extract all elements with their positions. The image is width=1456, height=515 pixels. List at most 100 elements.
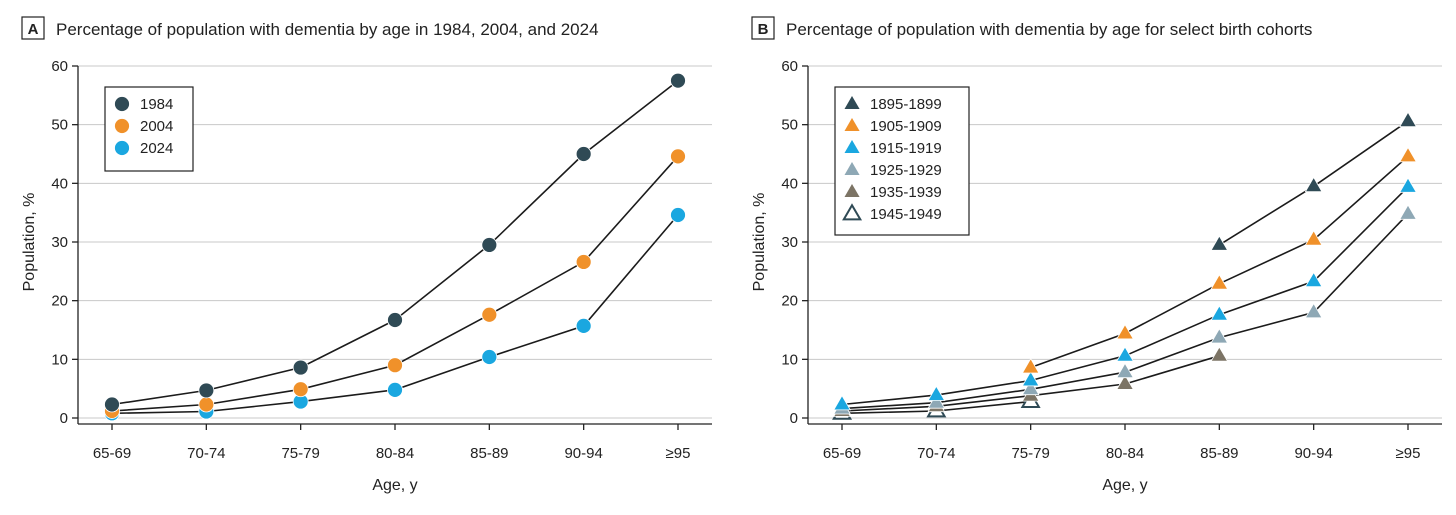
data-point — [1021, 370, 1040, 387]
y-axis-label: Population, % — [21, 193, 38, 292]
data-point — [670, 148, 686, 165]
legend-marker — [843, 182, 861, 198]
x-tick-label: 70-74 — [187, 445, 225, 462]
chart-panel-b: B Percentage of population with dementia … — [751, 16, 1442, 494]
legend-label: 2024 — [140, 140, 173, 157]
chart-title: Percentage of population with dementia b… — [786, 20, 1312, 39]
legend-marker — [843, 138, 861, 154]
panel-letter-box — [21, 16, 45, 40]
legend-label: 1895-1899 — [870, 96, 942, 113]
panel-letter: A — [28, 21, 39, 38]
x-axis-label: Age, y — [372, 477, 417, 494]
legend-marker — [842, 203, 863, 221]
panel-letter-box — [751, 16, 775, 40]
x-tick-label: 75-79 — [1011, 445, 1049, 462]
data-point — [1399, 204, 1417, 220]
data-point — [927, 385, 946, 401]
data-point — [292, 381, 309, 398]
series-markers-1915-1919 — [833, 177, 1417, 411]
series-markers-1984 — [104, 72, 686, 413]
data-point — [1399, 177, 1417, 193]
y-tick-label: 20 — [51, 293, 68, 310]
y-tick-label: 60 — [781, 58, 798, 75]
data-point — [1210, 346, 1229, 362]
legend-marker — [114, 118, 130, 134]
data-point — [387, 312, 403, 328]
data-point — [1116, 362, 1134, 379]
y-tick-label: 10 — [781, 351, 798, 368]
data-point — [1210, 235, 1229, 251]
x-tick-label: ≥95 — [666, 445, 691, 462]
data-point — [575, 146, 592, 162]
data-point — [1210, 328, 1229, 344]
data-point — [1210, 305, 1229, 321]
data-point — [670, 72, 686, 89]
series-markers-1905-1909 — [1021, 146, 1417, 374]
y-tick-label: 40 — [51, 175, 68, 192]
data-point — [670, 207, 686, 223]
y-tick-label: 40 — [781, 175, 798, 192]
data-point — [198, 382, 215, 399]
chart-title: Percentage of population with dementia b… — [56, 20, 599, 39]
data-point — [104, 396, 120, 413]
data-point — [387, 381, 403, 398]
chart-panel-a: A Percentage of population with dementia … — [21, 16, 712, 494]
x-tick-label: 85-89 — [1200, 445, 1238, 462]
x-tick-label: 90-94 — [1294, 445, 1332, 462]
legend: 1984 2004 2024 — [104, 86, 194, 172]
x-tick-label: 90-94 — [564, 445, 602, 462]
data-point — [481, 306, 498, 323]
y-tick-label: 20 — [781, 293, 798, 310]
legend: 1895-1899 1905-1909 1915-1919 1925-1929 1935… — [834, 86, 970, 236]
x-tick-label: 80-84 — [1106, 445, 1144, 462]
legend-marker — [843, 116, 861, 132]
legend-label: 1925-1929 — [870, 162, 942, 179]
x-axis-label: Age, y — [1102, 477, 1147, 494]
legend-label: 1935-1939 — [870, 184, 942, 201]
data-point — [481, 237, 498, 253]
x-tick-label: 65-69 — [823, 445, 861, 462]
y-tick-label: 10 — [51, 351, 68, 368]
legend-box — [834, 86, 970, 236]
legend-label: 1984 — [140, 96, 173, 113]
y-tick-label: 50 — [51, 117, 68, 134]
legend-label: 2004 — [140, 118, 173, 135]
data-point — [198, 396, 215, 413]
series-line-1984 — [111, 80, 679, 406]
data-point — [1021, 379, 1040, 396]
data-point — [575, 254, 592, 270]
data-point — [1399, 111, 1417, 127]
data-point — [481, 349, 498, 365]
series-markers-1895-1899 — [1210, 111, 1417, 251]
data-point — [1304, 176, 1323, 193]
y-tick-label: 60 — [51, 58, 68, 75]
x-tick-label: ≥95 — [1396, 445, 1421, 462]
y-tick-label: 50 — [781, 117, 798, 134]
x-tick-label: 70-74 — [917, 445, 955, 462]
data-point — [292, 359, 309, 376]
series-markers-2004 — [104, 148, 686, 419]
data-point — [1399, 146, 1417, 163]
data-point — [1021, 357, 1040, 374]
y-tick-label: 30 — [51, 234, 68, 251]
y-tick-label: 30 — [781, 234, 798, 251]
y-tick-label: 0 — [790, 410, 798, 427]
data-point — [927, 393, 946, 409]
y-axis-label: Population, % — [751, 193, 768, 292]
data-point — [1116, 346, 1134, 362]
data-point — [387, 357, 403, 374]
data-point — [1304, 271, 1323, 288]
data-point — [833, 394, 851, 411]
data-point — [575, 317, 592, 334]
data-point — [1304, 229, 1323, 246]
legend-marker — [114, 140, 130, 156]
x-tick-label: 65-69 — [93, 445, 131, 462]
legend-marker — [114, 96, 130, 112]
legend-label: 1945-1949 — [870, 206, 942, 223]
legend-label: 1915-1919 — [870, 140, 942, 157]
legend-marker — [843, 160, 861, 176]
y-tick-label: 0 — [60, 410, 68, 427]
legend-marker — [843, 94, 861, 110]
